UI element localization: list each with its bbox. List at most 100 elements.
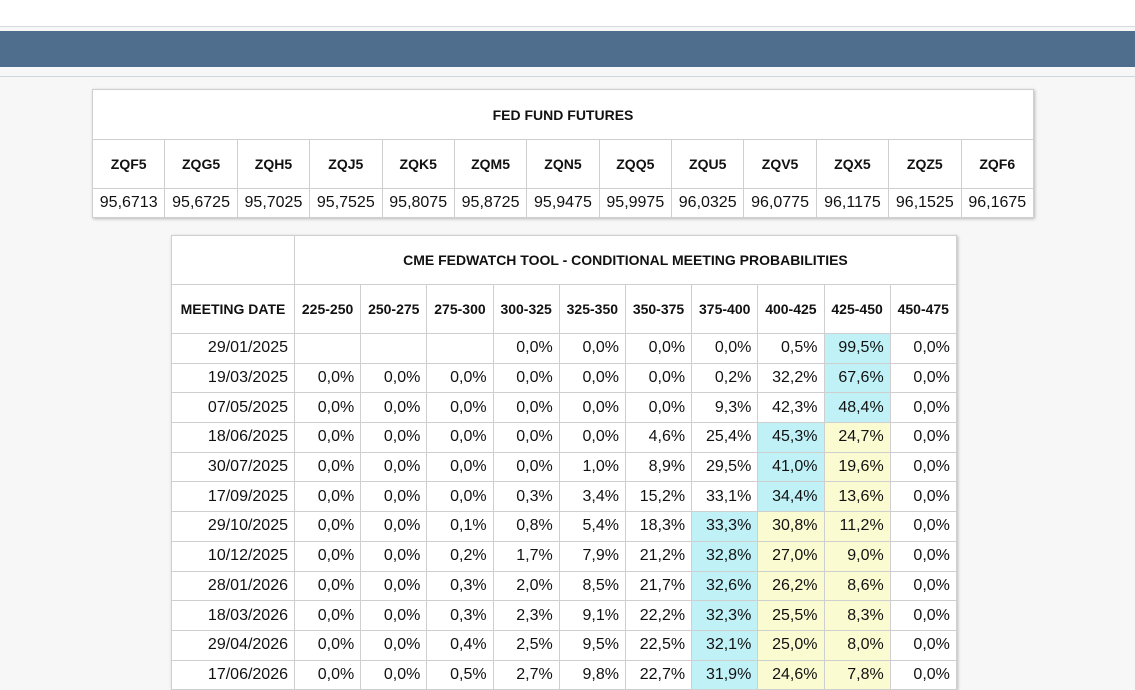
probability: 0,0% xyxy=(426,362,494,394)
contract-code: ZQM5 xyxy=(453,139,528,189)
probability: 3,4% xyxy=(558,481,626,513)
probability: 7,8% xyxy=(823,659,891,690)
probability: 15,2% xyxy=(624,481,693,513)
rate-range: 300-325 xyxy=(492,284,560,334)
top-band xyxy=(0,0,1135,27)
probability: 0,0% xyxy=(360,570,428,602)
probability: 26,2% xyxy=(757,570,825,602)
rate-range: 225-250 xyxy=(293,284,362,334)
meeting-date: 19/03/2025 xyxy=(171,362,295,394)
probability: 0,0% xyxy=(360,362,428,394)
contract-code: ZQF6 xyxy=(960,139,1034,189)
price: 95,9975 xyxy=(598,188,673,218)
probability: 0,4% xyxy=(426,629,494,661)
probability: 24,7% xyxy=(823,422,891,453)
probability: 0,0% xyxy=(426,392,494,424)
probability: 9,1% xyxy=(558,600,626,631)
probability: 22,5% xyxy=(624,629,693,661)
meeting-date: 30/07/2025 xyxy=(171,451,295,483)
probability: 0,3% xyxy=(492,481,560,513)
meeting-date: 28/01/2026 xyxy=(171,570,295,602)
probability: 0,0% xyxy=(492,392,560,424)
probability: 2,5% xyxy=(492,629,560,661)
probability: 0,0% xyxy=(889,481,957,513)
meeting-row: 17/09/2025 0,0% 0,0% 0,0% 0,3% 3,4% 15,2% 33,1%… xyxy=(171,481,957,513)
probability: 1,0% xyxy=(558,451,626,483)
probability xyxy=(426,333,494,364)
probability: 0,0% xyxy=(360,422,428,453)
probability: 9,3% xyxy=(691,392,759,424)
price: 96,0775 xyxy=(743,188,817,218)
probability: 13,6% xyxy=(823,481,891,513)
probability: 0,0% xyxy=(492,333,560,364)
probability: 24,6% xyxy=(757,659,825,690)
contract-code: ZQU5 xyxy=(670,139,745,189)
title-row: CME FEDWATCH TOOL - CONDITIONAL MEETING … xyxy=(171,235,957,285)
meeting-row: 10/12/2025 0,0% 0,0% 0,2% 1,7% 7,9% 21,2% 32,8%… xyxy=(171,540,957,572)
probability xyxy=(293,333,362,364)
probability: 21,2% xyxy=(624,540,693,572)
probability: 0,0% xyxy=(293,392,362,424)
probability: 8,6% xyxy=(823,570,891,602)
probability: 32,8% xyxy=(691,540,759,572)
meeting-date: 18/03/2026 xyxy=(171,600,295,631)
price: 95,6713 xyxy=(91,188,166,218)
contract-code: ZQZ5 xyxy=(888,139,962,189)
probability: 0,0% xyxy=(293,570,362,602)
meeting-date: 07/05/2025 xyxy=(171,392,295,424)
contract-code: ZQG5 xyxy=(164,139,238,189)
price: 95,7525 xyxy=(309,188,383,218)
probability: 0,8% xyxy=(492,511,560,542)
probability: 0,0% xyxy=(492,422,560,453)
meeting-date: 29/10/2025 xyxy=(171,511,295,542)
probability: 0,0% xyxy=(293,451,362,483)
probability: 8,0% xyxy=(823,629,891,661)
probability: 29,5% xyxy=(691,451,759,483)
probability: 9,5% xyxy=(558,629,626,661)
probability: 0,0% xyxy=(889,392,957,424)
probability: 0,0% xyxy=(624,392,693,424)
probability: 0,3% xyxy=(426,600,494,631)
probability: 21,7% xyxy=(624,570,693,602)
meeting-date: 17/06/2026 xyxy=(171,659,295,690)
probability: 0,0% xyxy=(492,362,560,394)
corner-cell xyxy=(171,235,295,285)
probability: 0,2% xyxy=(691,362,759,394)
probability: 0,0% xyxy=(558,392,626,424)
probability: 0,0% xyxy=(889,629,957,661)
probability: 0,0% xyxy=(360,629,428,661)
probability: 2,7% xyxy=(492,659,560,690)
rate-range: 425-450 xyxy=(823,284,891,334)
probability: 0,5% xyxy=(426,659,494,690)
probability: 0,0% xyxy=(889,451,957,483)
contract-code: ZQK5 xyxy=(381,139,455,189)
meeting-date: 29/01/2025 xyxy=(171,333,295,364)
probability: 0,0% xyxy=(293,540,362,572)
price-row: 95,6713 95,6725 95,7025 95,7525 95,8075 95,87… xyxy=(91,188,1034,218)
meeting-row: 17/06/2026 0,0% 0,0% 0,5% 2,7% 9,8% 22,7% 31,9%… xyxy=(171,659,957,690)
rate-range: 400-425 xyxy=(757,284,825,334)
contract-code: ZQN5 xyxy=(526,139,600,189)
contract-code: ZQF5 xyxy=(91,139,166,189)
probability: 7,9% xyxy=(558,540,626,572)
price: 95,8075 xyxy=(381,188,455,218)
probability: 32,1% xyxy=(691,629,759,661)
rate-range: 450-475 xyxy=(889,284,957,334)
probability: 32,3% xyxy=(691,600,759,631)
meeting-row: 30/07/2025 0,0% 0,0% 0,0% 0,0% 1,0% 8,9% 29,5% 4… xyxy=(171,451,957,483)
probability: 41,0% xyxy=(757,451,825,483)
probability: 0,0% xyxy=(293,481,362,513)
probability xyxy=(360,333,428,364)
contract-code: ZQX5 xyxy=(815,139,890,189)
probability: 42,3% xyxy=(757,392,825,424)
price: 96,0325 xyxy=(670,188,745,218)
probability: 25,4% xyxy=(691,422,759,453)
probability: 0,2% xyxy=(426,540,494,572)
probability: 0,0% xyxy=(293,600,362,631)
price: 95,7025 xyxy=(236,188,311,218)
probability: 0,0% xyxy=(293,422,362,453)
probability: 0,0% xyxy=(426,422,494,453)
probability: 0,0% xyxy=(889,362,957,394)
probability: 0,0% xyxy=(360,481,428,513)
